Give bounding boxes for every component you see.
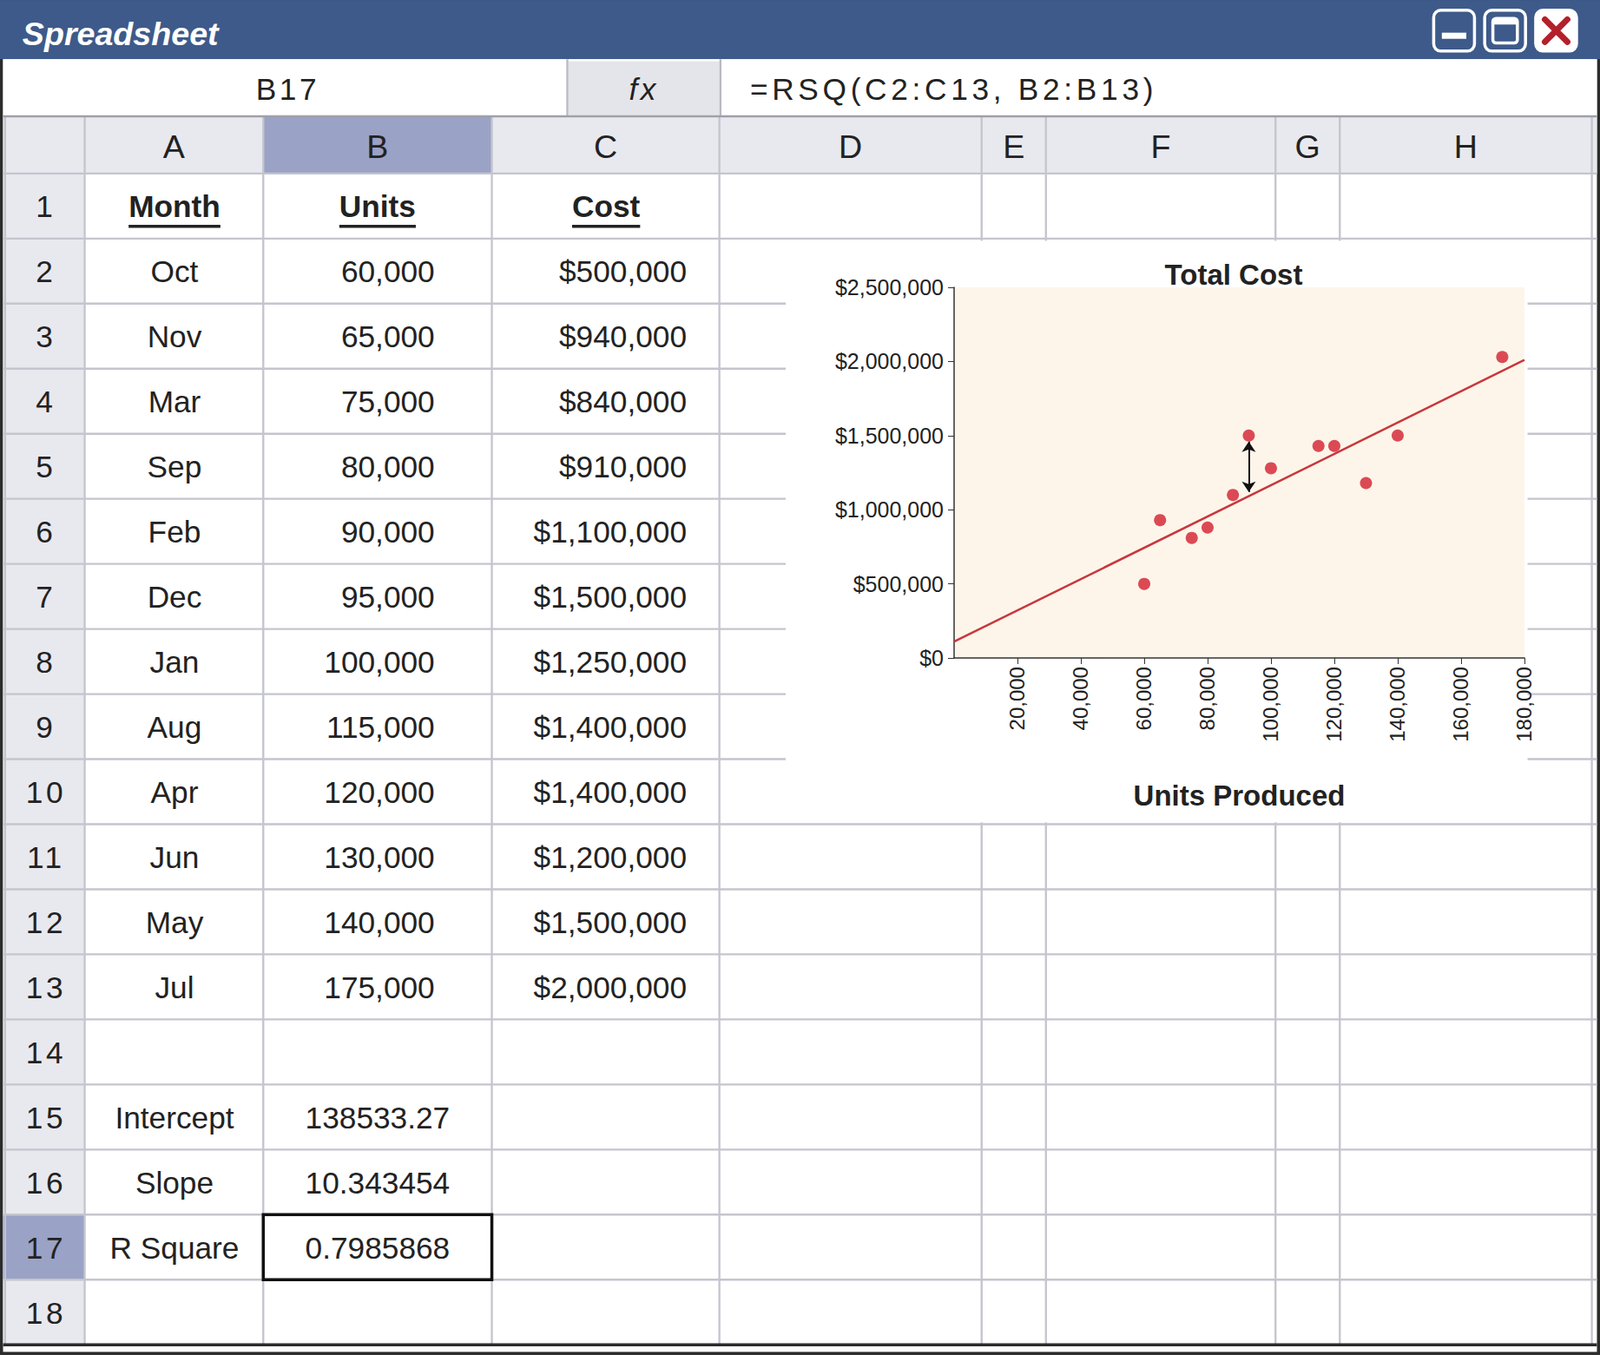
svg-text:Oct: Oct	[151, 254, 199, 289]
svg-text:$0: $0	[919, 645, 944, 671]
svg-text:100,000: 100,000	[1259, 666, 1284, 743]
svg-text:18: 18	[26, 1296, 66, 1331]
svg-text:Intercept: Intercept	[114, 1100, 234, 1135]
svg-text:$1,200,000: $1,200,000	[533, 840, 687, 875]
svg-text:Jul: Jul	[154, 970, 194, 1005]
svg-text:Month: Month	[128, 189, 221, 224]
svg-text:10.343454: 10.343454	[305, 1165, 451, 1200]
svg-text:115,000: 115,000	[326, 710, 435, 745]
svg-text:160,000: 160,000	[1448, 666, 1473, 743]
svg-text:60,000: 60,000	[1132, 666, 1157, 731]
svg-text:C: C	[593, 128, 618, 165]
svg-text:20,000: 20,000	[1006, 666, 1030, 731]
svg-text:6: 6	[35, 514, 56, 549]
svg-text:E: E	[1002, 128, 1025, 165]
svg-text:$2,000,000: $2,000,000	[533, 970, 687, 1005]
svg-text:H: H	[1454, 128, 1478, 165]
svg-text:Dec: Dec	[147, 579, 203, 614]
svg-text:D: D	[838, 128, 863, 165]
svg-text:15: 15	[26, 1100, 66, 1135]
svg-text:11: 11	[26, 840, 66, 875]
svg-text:A: A	[163, 128, 186, 165]
svg-text:F: F	[1151, 128, 1172, 165]
svg-text:Units Produced: Units Produced	[1133, 779, 1346, 812]
svg-text:=RSQ(C2:C13, B2:B13): =RSQ(C2:C13, B2:B13)	[750, 72, 1158, 106]
svg-text:B17: B17	[256, 72, 320, 106]
svg-text:$1,000,000: $1,000,000	[835, 498, 944, 523]
svg-text:B: B	[366, 128, 389, 165]
svg-text:90,000: 90,000	[341, 514, 435, 549]
svg-text:Jun: Jun	[150, 840, 200, 875]
svg-text:75,000: 75,000	[341, 384, 435, 419]
svg-text:120,000: 120,000	[1323, 666, 1347, 743]
svg-text:140,000: 140,000	[1385, 666, 1410, 743]
svg-text:$940,000: $940,000	[559, 319, 687, 354]
svg-text:Sep: Sep	[147, 449, 203, 484]
svg-text:Units: Units	[339, 189, 416, 224]
svg-text:0.7985868: 0.7985868	[305, 1231, 451, 1265]
svg-text:$910,000: $910,000	[559, 449, 687, 484]
svg-text:$1,500,000: $1,500,000	[533, 579, 687, 614]
svg-text:100,000: 100,000	[323, 645, 435, 679]
svg-text:7: 7	[35, 579, 56, 614]
svg-text:G: G	[1295, 128, 1321, 165]
svg-text:Slope: Slope	[135, 1165, 214, 1200]
svg-text:120,000: 120,000	[323, 775, 435, 810]
svg-text:140,000: 140,000	[323, 905, 435, 940]
svg-text:13: 13	[26, 970, 66, 1005]
svg-text:3: 3	[35, 319, 56, 354]
svg-text:80,000: 80,000	[1196, 666, 1220, 731]
svg-text:Total Cost: Total Cost	[1165, 258, 1304, 291]
svg-text:Cost: Cost	[572, 189, 641, 224]
svg-text:95,000: 95,000	[341, 579, 435, 614]
svg-text:4: 4	[35, 384, 56, 419]
svg-text:$1,400,000: $1,400,000	[533, 775, 687, 810]
svg-text:$1,100,000: $1,100,000	[533, 514, 687, 549]
svg-text:May: May	[145, 905, 205, 940]
svg-text:16: 16	[26, 1165, 66, 1200]
svg-text:10: 10	[26, 775, 66, 810]
svg-text:$2,500,000: $2,500,000	[835, 275, 944, 300]
svg-text:$2,000,000: $2,000,000	[835, 349, 944, 375]
svg-text:138533.27: 138533.27	[305, 1100, 451, 1135]
svg-text:12: 12	[26, 905, 66, 940]
svg-text:Aug: Aug	[147, 710, 203, 745]
svg-text:2: 2	[35, 254, 56, 289]
svg-text:5: 5	[35, 449, 56, 484]
svg-text:Mar: Mar	[148, 384, 202, 419]
svg-text:Nov: Nov	[147, 319, 203, 354]
svg-text:130,000: 130,000	[323, 840, 435, 875]
svg-text:40,000: 40,000	[1069, 666, 1094, 731]
svg-text:8: 8	[35, 645, 56, 679]
svg-text:$840,000: $840,000	[559, 384, 687, 419]
svg-text:60,000: 60,000	[341, 254, 435, 289]
svg-text:80,000: 80,000	[341, 449, 435, 484]
svg-text:$500,000: $500,000	[559, 254, 687, 289]
svg-text:17: 17	[26, 1231, 66, 1265]
svg-text:Apr: Apr	[151, 775, 199, 810]
svg-text:1: 1	[35, 189, 56, 224]
svg-text:14: 14	[26, 1035, 66, 1070]
svg-text:$500,000: $500,000	[853, 572, 944, 597]
svg-text:$1,500,000: $1,500,000	[533, 905, 687, 940]
svg-text:R Square: R Square	[110, 1231, 240, 1265]
svg-text:65,000: 65,000	[341, 319, 435, 354]
svg-text:fx: fx	[628, 72, 659, 106]
svg-text:$1,400,000: $1,400,000	[533, 710, 687, 745]
svg-text:Feb: Feb	[148, 514, 202, 549]
svg-text:$1,250,000: $1,250,000	[533, 645, 687, 679]
svg-text:Jan: Jan	[150, 645, 200, 679]
svg-text:Spreadsheet: Spreadsheet	[22, 15, 220, 53]
svg-text:9: 9	[35, 710, 56, 745]
svg-text:180,000: 180,000	[1512, 666, 1536, 743]
svg-text:175,000: 175,000	[323, 970, 435, 1005]
svg-text:$1,500,000: $1,500,000	[835, 423, 944, 448]
